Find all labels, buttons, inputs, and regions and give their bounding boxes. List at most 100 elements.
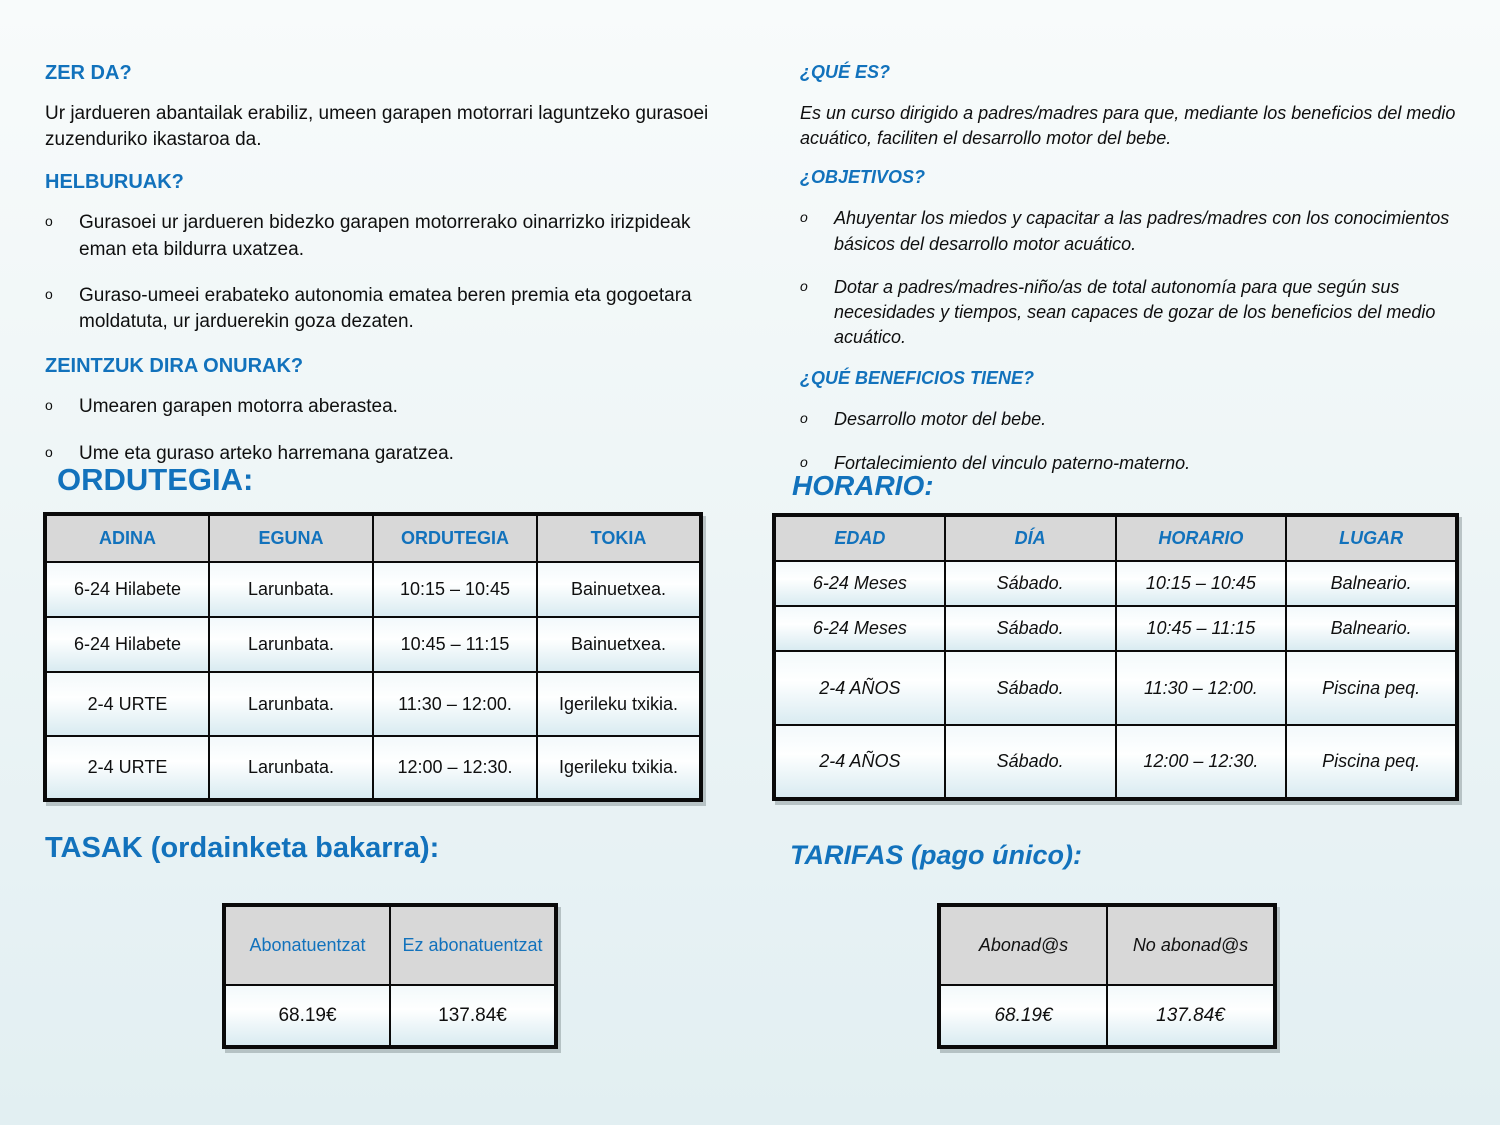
cell-price-nonmembers: 137.84€ — [389, 984, 557, 1048]
cell-age: 6-24 Hilabete — [44, 616, 210, 673]
basque-column: ZER DA? Ur jardueren abantailak erabiliz… — [45, 50, 710, 487]
bullet-text: Guraso-umeei erabateko autonomia ematea … — [79, 284, 692, 333]
cell-day: Sábado. — [943, 650, 1117, 726]
what-text-eu: Ur jardueren abantailak erabiliz, umeen … — [45, 103, 709, 151]
cell-age: 2-4 AÑOS — [773, 724, 946, 800]
what-heading-es: ¿QUÉ ES? — [800, 62, 891, 82]
cell-day: Larunbata. — [208, 671, 374, 737]
bullet-marker: o — [45, 213, 53, 230]
col-header-members: Abonad@s — [938, 904, 1108, 986]
cell-time: 10:45 – 11:15 — [372, 616, 538, 673]
bullet-text: Umearen garapen motorra aberastea. — [79, 396, 398, 418]
bullet-marker: o — [800, 209, 808, 226]
benefits-heading-eu: ZEINTZUK DIRA ONURAK? — [45, 355, 304, 378]
cell-time: 12:00 – 12:30. — [372, 735, 538, 801]
table-row: 68.19€ 137.84€ — [938, 984, 1276, 1048]
col-header: TOKIA — [536, 513, 702, 563]
bullet-text: Ume eta guraso arteko harremana garatzea… — [79, 442, 454, 464]
bullet-text: Ahuyentar los miedos y capacitar a las p… — [834, 208, 1450, 254]
table-row: 2-4 AÑOS Sábado. 12:00 – 12:30. Piscina … — [773, 724, 1458, 800]
col-header: LUGAR — [1285, 514, 1458, 562]
what-heading-eu: ZER DA? — [45, 62, 132, 84]
cell-price-nonmembers: 137.84€ — [1106, 984, 1276, 1048]
cell-place: Bainuetxea. — [536, 561, 702, 618]
col-header: ORDUTEGIA — [372, 513, 538, 563]
table-header-row: EDAD DÍA HORARIO LUGAR — [773, 514, 1458, 562]
cell-place: Balneario. — [1285, 605, 1458, 652]
col-header-members: Abonatuentzat — [223, 904, 391, 986]
table-row: 6-24 Meses Sábado. 10:45 – 11:15 Balnear… — [773, 605, 1458, 652]
goals-heading-eu: HELBURUAK? — [45, 171, 184, 194]
list-item: o Umearen garapen motorra aberastea. — [45, 394, 710, 420]
cell-price-members: 68.19€ — [938, 984, 1108, 1048]
cell-day: Sábado. — [943, 724, 1117, 800]
table-row: 6-24 Hilabete Larunbata. 10:15 – 10:45 B… — [44, 561, 702, 618]
table-header-row: Abonad@s No abonad@s — [938, 904, 1276, 986]
cell-place: Piscina peq. — [1285, 650, 1458, 726]
col-header: DÍA — [943, 514, 1117, 562]
table-row: 2-4 AÑOS Sábado. 11:30 – 12:00. Piscina … — [773, 650, 1458, 726]
cell-time: 11:30 – 12:00. — [372, 671, 538, 737]
price-title-eu: TASAK (ordainketa bakarra): — [45, 832, 440, 864]
cell-age: 2-4 URTE — [44, 671, 210, 737]
cell-price-members: 68.19€ — [223, 984, 391, 1048]
cell-age: 6-24 Meses — [773, 605, 946, 652]
cell-day: Larunbata. — [208, 735, 374, 801]
cell-time: 12:00 – 12:30. — [1114, 724, 1288, 800]
bullet-text: Dotar a padres/madres-niño/as de total a… — [834, 276, 1436, 348]
list-item: o Ume eta guraso arteko harremana garatz… — [45, 441, 710, 467]
table-row: 6-24 Meses Sábado. 10:15 – 10:45 Balnear… — [773, 560, 1458, 607]
bullet-text: Desarrollo motor del bebe. — [834, 409, 1047, 430]
goals-heading-es: ¿OBJETIVOS? — [800, 167, 926, 188]
cell-place: Igerileku txikia. — [536, 735, 702, 801]
schedule-table-es: EDAD DÍA HORARIO LUGAR 6-24 Meses Sábado… — [772, 513, 1459, 801]
cell-day: Sábado. — [943, 605, 1117, 652]
bullet-marker: o — [800, 453, 808, 470]
table-header-row: ADINA EGUNA ORDUTEGIA TOKIA — [44, 513, 702, 563]
schedule-table-eu: ADINA EGUNA ORDUTEGIA TOKIA 6-24 Hilabet… — [43, 512, 703, 802]
bullet-marker: o — [800, 277, 808, 294]
cell-time: 11:30 – 12:00. — [1114, 650, 1288, 726]
bullet-marker: o — [45, 443, 53, 460]
list-item: o Gurasoei ur jardueren bidezko garapen … — [45, 210, 710, 262]
schedule-title-eu: ORDUTEGIA: — [57, 462, 254, 497]
cell-age: 2-4 URTE — [44, 735, 210, 801]
bullet-marker: o — [45, 397, 53, 414]
cell-place: Balneario. — [1285, 560, 1458, 607]
price-table-eu: Abonatuentzat Ez abonatuentzat 68.19€ 13… — [222, 903, 558, 1049]
list-item: o Dotar a padres/madres-niño/as de total… — [800, 275, 1468, 351]
bullet-marker: o — [45, 285, 53, 302]
cell-time: 10:45 – 11:15 — [1114, 605, 1288, 652]
bullet-marker: o — [800, 410, 808, 427]
list-item: o Desarrollo motor del bebe. — [800, 407, 1468, 432]
spanish-column: ¿QUÉ ES? Es un curso dirigido a padres/m… — [800, 50, 1468, 494]
col-header: HORARIO — [1114, 514, 1288, 562]
col-header: EDAD — [773, 514, 946, 562]
table-header-row: Abonatuentzat Ez abonatuentzat — [223, 904, 557, 986]
bullet-text: Gurasoei ur jardueren bidezko garapen mo… — [79, 212, 691, 260]
cell-day: Sábado. — [943, 560, 1117, 607]
col-header-nonmembers: Ez abonatuentzat — [389, 904, 557, 986]
cell-place: Piscina peq. — [1285, 724, 1458, 800]
col-header: ADINA — [44, 513, 210, 563]
bullet-text: Fortalecimiento del vinculo paterno-mate… — [834, 452, 1191, 473]
list-item: o Guraso-umeei erabateko autonomia emate… — [45, 283, 710, 335]
col-header-nonmembers: No abonad@s — [1106, 904, 1276, 986]
cell-day: Larunbata. — [208, 561, 374, 618]
list-item: o Fortalecimiento del vinculo paterno-ma… — [800, 451, 1468, 476]
table-row: 68.19€ 137.84€ — [223, 984, 557, 1048]
cell-place: Igerileku txikia. — [536, 671, 702, 737]
cell-place: Bainuetxea. — [536, 616, 702, 673]
price-table-es: Abonad@s No abonad@s 68.19€ 137.84€ — [937, 903, 1277, 1049]
what-text-es: Es un curso dirigido a padres/madres par… — [800, 103, 1456, 149]
cell-age: 2-4 AÑOS — [773, 650, 946, 726]
table-row: 2-4 URTE Larunbata. 11:30 – 12:00. Igeri… — [44, 671, 702, 737]
cell-age: 6-24 Hilabete — [44, 561, 210, 618]
cell-day: Larunbata. — [208, 616, 374, 673]
table-row: 2-4 URTE Larunbata. 12:00 – 12:30. Igeri… — [44, 735, 702, 801]
price-title-es: TARIFAS (pago único): — [790, 840, 1082, 870]
table-row: 6-24 Hilabete Larunbata. 10:45 – 11:15 B… — [44, 616, 702, 673]
benefits-heading-es: ¿QUÉ BENEFICIOS TIENE? — [800, 368, 1035, 389]
list-item: o Ahuyentar los miedos y capacitar a las… — [800, 206, 1468, 256]
